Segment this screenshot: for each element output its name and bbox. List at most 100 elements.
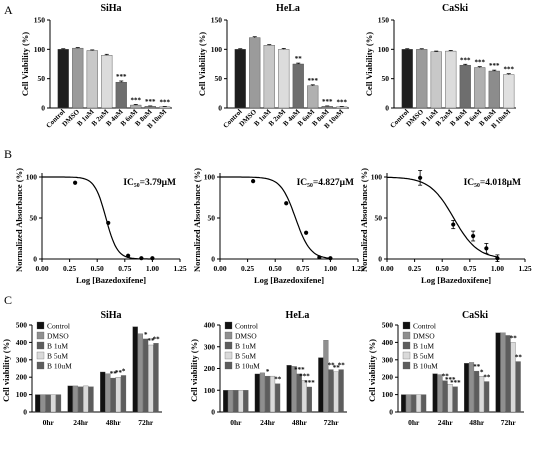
bar-4 (459, 64, 471, 109)
bar-5 (307, 85, 319, 109)
fit-curve (42, 176, 153, 260)
x-tick-label: 0hr (43, 418, 55, 427)
significance-mark: *** (304, 379, 315, 387)
x-tick-label: 0.00 (380, 264, 393, 273)
chart-title: CaSki (442, 3, 468, 14)
bar-b-1um (442, 380, 448, 413)
significance-mark: *** (504, 66, 515, 74)
x-tick-label: 0.00 (35, 264, 48, 273)
bar-5 (474, 67, 486, 109)
bar-b-10um (243, 390, 249, 413)
bar-dmso (406, 394, 412, 413)
x-tick-label: 72hr (501, 418, 517, 427)
y-tick-label: 100 (378, 45, 390, 54)
panel-label-c: C (4, 293, 12, 307)
x-tick-label: 0.25 (63, 264, 76, 273)
legend-label: B 5uM (47, 352, 68, 361)
data-point (328, 256, 333, 261)
bar-b-1um (142, 338, 149, 413)
significance-mark: ** (274, 376, 282, 384)
x-tick-label: 0.25 (241, 264, 254, 273)
y-tick-label: 0 (41, 104, 45, 113)
significance-mark: *** (294, 366, 305, 374)
bar-b-5um (510, 342, 516, 413)
legend-swatch (224, 361, 233, 370)
legend-swatch (36, 341, 45, 350)
y-tick-label: 100 (204, 386, 216, 395)
bar-0 (401, 49, 413, 109)
legend-swatch (402, 341, 411, 350)
legend-swatch (402, 331, 411, 340)
bar-control (463, 363, 470, 413)
bar-0 (234, 49, 246, 109)
bar-control (432, 373, 438, 413)
bar-5 (130, 104, 142, 109)
significance-mark: ** (115, 369, 123, 377)
legend-swatch (224, 341, 233, 350)
bar-dmso (105, 373, 111, 413)
x-axis-label: Log [Bazedoxifene] (76, 275, 146, 285)
bar-control (132, 326, 138, 413)
bar-control (223, 390, 229, 413)
x-tick-label: 0.50 (436, 264, 449, 273)
bar-7 (336, 106, 348, 109)
x-tick-label: 1.00 (146, 264, 159, 273)
bar-4 (115, 81, 127, 109)
bar-dmso (40, 394, 46, 413)
y-tick-label: 200 (204, 364, 216, 373)
bar-3 (278, 49, 290, 109)
y-tick-label: 0 (23, 408, 27, 417)
y-tick-label: 50 (208, 214, 216, 223)
bar-b-10um (338, 369, 344, 413)
y-axis-label: Cell viability (%) (367, 339, 377, 402)
x-tick-label: 24hr (438, 418, 454, 427)
legend-label: B 1uM (235, 342, 256, 351)
significance-mark: *** (322, 98, 333, 106)
significance-mark: ** (110, 370, 118, 378)
data-point (304, 230, 309, 235)
x-axis-label: Log [Bazedoxifene] (421, 275, 491, 285)
significance-mark: *** (450, 379, 461, 387)
y-tick-label: 100 (26, 173, 38, 182)
bar-b-1um (110, 377, 116, 413)
x-tick-label: 0.50 (269, 264, 282, 273)
legend-swatch (36, 331, 45, 340)
bar-b-10um (515, 361, 521, 413)
y-tick-label: 100 (211, 45, 223, 54)
legend-swatch (36, 351, 45, 360)
x-tick-label: 1.25 (173, 264, 186, 273)
data-point (418, 175, 423, 180)
y-tick-label: 400 (16, 338, 28, 347)
legend-label: B 10uM (413, 362, 438, 371)
bar-b-10um (88, 386, 94, 413)
fit-curve (386, 176, 498, 258)
grouped-bar-chart-siha: 0 100 200 300 400 500 SiHa Cell viability (%) 0h… (1, 310, 162, 427)
y-axis-label: Cell Viability (%) (20, 32, 30, 96)
ic50-label: IC₅₀=3.79μM (123, 178, 176, 188)
bar-b-1um (233, 390, 239, 413)
y-tick-label: 50 (375, 214, 383, 223)
significance-mark: * (480, 368, 484, 376)
significance-mark: ** (338, 362, 346, 370)
bar-1 (416, 49, 428, 109)
significance-mark: * (144, 331, 148, 339)
data-point (451, 222, 456, 227)
bar-control (67, 385, 73, 413)
x-tick-label: 1.00 (324, 264, 337, 273)
legend-swatch (36, 321, 45, 330)
fit-curve (220, 176, 331, 259)
x-tick-label: 48hr (292, 418, 308, 427)
legend-label: B 10uM (235, 362, 260, 371)
significance-mark: ** (483, 374, 491, 382)
significance-mark: *** (445, 376, 456, 384)
y-tick-label: 150 (34, 16, 46, 25)
bar-dmso (72, 385, 78, 413)
legend-label: DMSO (235, 332, 257, 341)
x-tick-label: 0hr (230, 418, 242, 427)
y-tick-label: 50 (382, 74, 390, 83)
bar-b-5um (238, 390, 244, 413)
bar-b-1um (45, 394, 51, 413)
y-tick-label: 0 (378, 255, 382, 264)
